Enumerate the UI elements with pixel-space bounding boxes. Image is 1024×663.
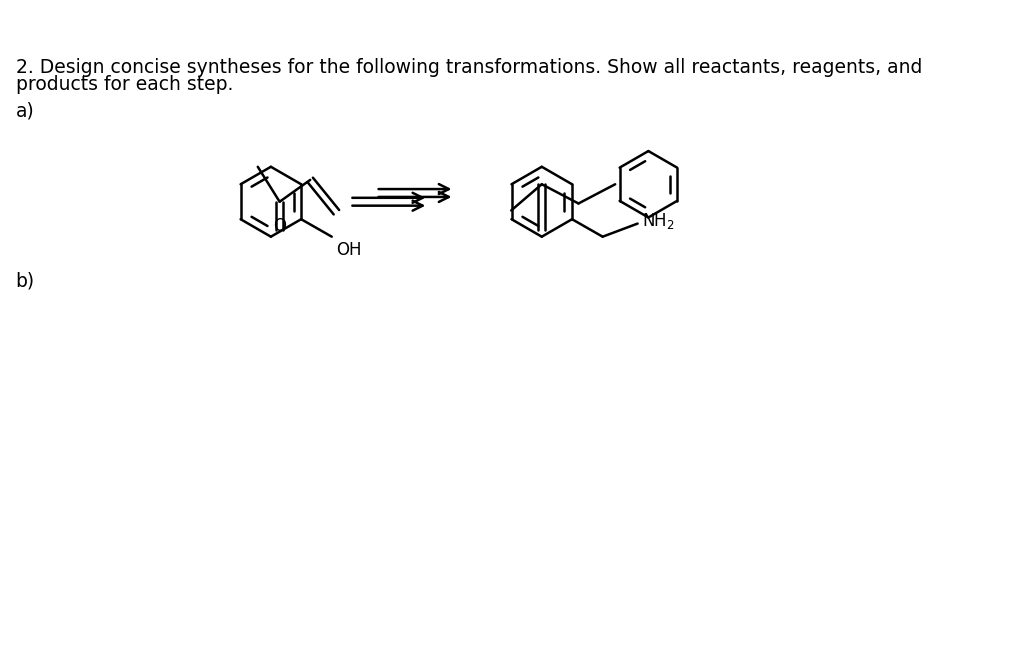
Text: b): b) — [15, 272, 35, 290]
Text: OH: OH — [336, 241, 361, 259]
Text: 2. Design concise syntheses for the following transformations. Show all reactant: 2. Design concise syntheses for the foll… — [15, 58, 922, 76]
Text: O: O — [273, 217, 286, 235]
Text: NH$_2$: NH$_2$ — [642, 211, 675, 231]
Text: a): a) — [15, 101, 35, 120]
Text: products for each step.: products for each step. — [15, 75, 233, 94]
